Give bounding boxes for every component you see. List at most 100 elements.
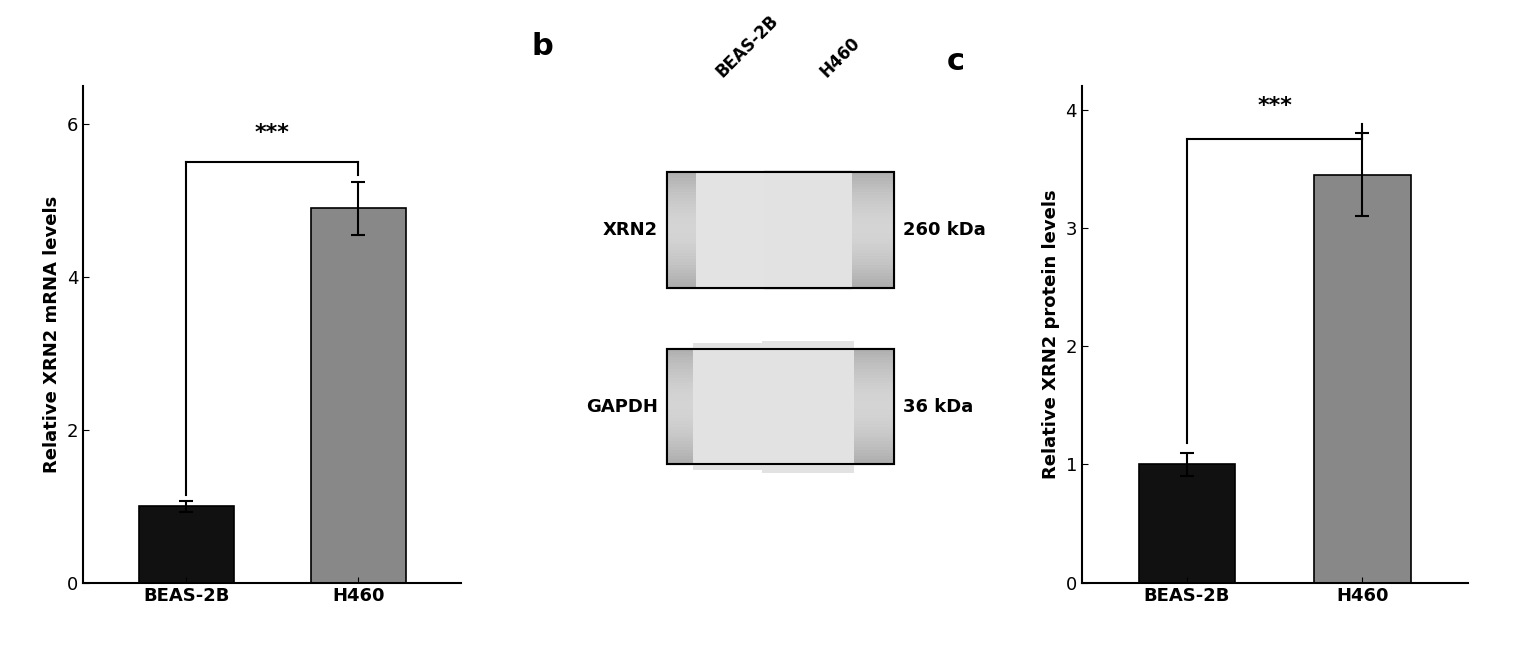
Bar — [667, 253, 894, 256]
Bar — [667, 218, 894, 221]
Bar — [766, 352, 850, 461]
Bar — [773, 191, 843, 268]
Bar — [667, 187, 894, 189]
Bar — [667, 438, 894, 442]
Bar — [667, 453, 894, 455]
Bar — [667, 273, 894, 276]
Bar — [667, 178, 894, 181]
Bar — [667, 392, 894, 395]
Text: 260 kDa: 260 kDa — [903, 221, 986, 239]
Bar — [667, 444, 894, 447]
Bar — [667, 406, 894, 410]
Bar — [667, 450, 894, 453]
Bar — [693, 344, 769, 470]
Bar — [667, 172, 894, 175]
Bar — [699, 358, 763, 455]
Bar — [667, 224, 894, 227]
Bar — [773, 195, 841, 265]
Bar — [667, 447, 894, 450]
Bar — [667, 418, 894, 421]
Bar — [667, 198, 894, 201]
Bar — [667, 172, 894, 288]
Bar — [769, 181, 847, 279]
Bar — [704, 191, 758, 269]
Bar — [667, 248, 894, 250]
Bar — [667, 233, 894, 236]
Bar — [667, 265, 894, 267]
Text: b: b — [531, 32, 552, 61]
Bar — [764, 348, 850, 465]
Bar — [667, 242, 894, 244]
Bar — [667, 230, 894, 233]
Bar — [667, 204, 894, 207]
Bar — [667, 285, 894, 288]
Bar — [696, 173, 766, 287]
Bar — [701, 365, 761, 448]
Bar — [667, 433, 894, 436]
Bar — [667, 383, 894, 387]
Bar — [701, 183, 761, 277]
Bar — [667, 357, 894, 360]
Bar — [696, 351, 766, 463]
Bar — [139, 506, 233, 583]
Bar — [767, 177, 849, 283]
Bar — [763, 340, 853, 473]
Bar — [1315, 175, 1410, 583]
Bar — [667, 261, 894, 265]
Bar — [697, 176, 764, 284]
Bar — [667, 398, 894, 401]
Text: H460: H460 — [817, 34, 864, 81]
Bar — [667, 276, 894, 279]
Bar — [667, 395, 894, 398]
Bar — [667, 459, 894, 461]
Bar — [667, 271, 894, 273]
Bar — [767, 355, 849, 458]
Bar — [667, 412, 894, 415]
Bar — [667, 436, 894, 438]
Bar — [667, 195, 894, 198]
Bar — [667, 236, 894, 239]
Bar — [667, 372, 894, 375]
Bar — [772, 366, 844, 447]
Bar — [667, 216, 894, 218]
Text: ***: *** — [254, 123, 290, 144]
Bar — [667, 366, 894, 369]
Bar — [667, 250, 894, 253]
Bar — [705, 195, 756, 265]
Bar — [667, 221, 894, 224]
Bar — [667, 349, 894, 352]
Bar — [667, 375, 894, 377]
Bar — [667, 239, 894, 242]
Y-axis label: Relative XRN2 protein levels: Relative XRN2 protein levels — [1042, 189, 1061, 479]
Bar — [667, 279, 894, 282]
Bar — [667, 389, 894, 392]
Bar — [702, 187, 760, 273]
Bar — [764, 169, 852, 290]
Bar — [699, 361, 763, 451]
Bar — [312, 209, 405, 583]
Bar — [667, 172, 894, 288]
Bar — [667, 363, 894, 366]
Bar — [667, 369, 894, 372]
Bar — [667, 183, 894, 187]
Bar — [667, 415, 894, 418]
Text: 36 kDa: 36 kDa — [903, 398, 973, 416]
Bar — [667, 455, 894, 459]
Text: BEAS-2B: BEAS-2B — [713, 11, 782, 81]
Bar — [667, 207, 894, 210]
Bar — [667, 175, 894, 178]
Bar — [667, 259, 894, 261]
Bar — [667, 424, 894, 427]
Bar — [667, 410, 894, 412]
Bar — [772, 188, 844, 272]
Bar — [705, 198, 755, 261]
Bar — [667, 421, 894, 424]
Text: GAPDH: GAPDH — [586, 398, 658, 416]
Bar — [667, 387, 894, 389]
Bar — [694, 347, 767, 466]
Bar — [667, 213, 894, 216]
Bar — [667, 404, 894, 406]
Bar — [667, 461, 894, 465]
Bar — [667, 267, 894, 271]
Bar — [770, 184, 846, 275]
